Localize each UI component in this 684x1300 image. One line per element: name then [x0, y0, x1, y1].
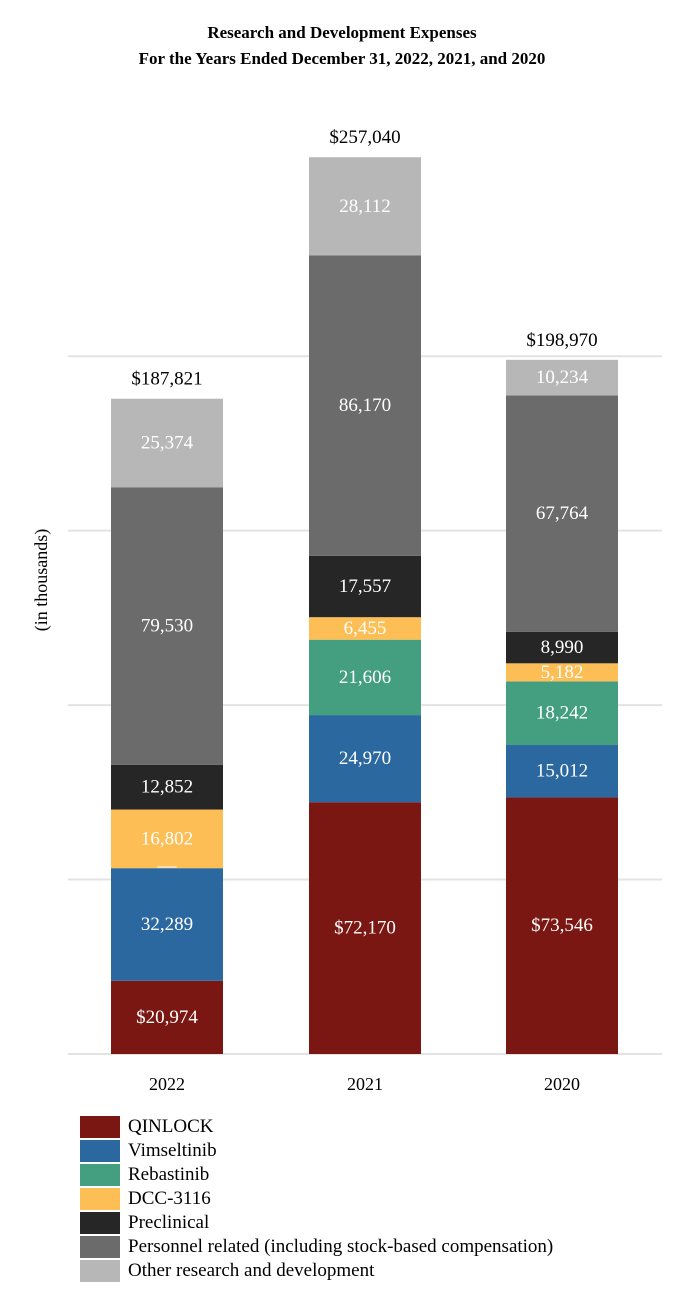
- legend-swatch: [80, 1236, 120, 1258]
- total-label: $187,821: [131, 369, 202, 390]
- legend-label: Personnel related (including stock-based…: [128, 1236, 554, 1257]
- data-label: $73,546: [531, 915, 593, 936]
- data-label: 24,970: [339, 748, 391, 769]
- chart-title: Research and Development Expenses: [207, 23, 477, 42]
- total-label: $198,970: [526, 330, 597, 351]
- data-labels: $20,974 32,289 — 16,802 12,852 79,530 25,374 $1…: [131, 127, 597, 1028]
- x-tick-label: 2022: [149, 1074, 185, 1094]
- bar-segment-2020-6: [506, 359, 618, 396]
- x-tick-label: 2021: [347, 1074, 383, 1094]
- bar-segment-2022-4: [111, 764, 223, 810]
- chart-subtitle: For the Years Ended December 31, 2022, 2…: [139, 49, 546, 68]
- data-label: 28,112: [339, 196, 391, 217]
- x-tick-label: 2020: [544, 1074, 580, 1094]
- bar-segment-2020-1: [506, 745, 618, 798]
- bar-segment-2020-2: [506, 681, 618, 746]
- bar-segment-2021-2: [309, 639, 421, 716]
- bar-segment-2022-3: [111, 809, 223, 869]
- legend-swatch: [80, 1188, 120, 1210]
- data-label: 5,182: [541, 662, 584, 683]
- legend-label: Vimseltinib: [128, 1140, 217, 1161]
- bar-segment-2021-5: [309, 255, 421, 556]
- bar-segment-2022-0: [111, 980, 223, 1054]
- data-label: 17,557: [339, 576, 391, 597]
- legend: QINLOCK Vimseltinib Rebastinib DCC-3116 Prec…: [80, 1115, 553, 1283]
- data-label: 15,012: [536, 761, 588, 782]
- legend-item: DCC-3116: [80, 1187, 553, 1211]
- legend-item: Vimseltinib: [80, 1139, 553, 1163]
- legend-item: Other research and development: [80, 1259, 553, 1283]
- y-axis-label: (in thousands): [31, 529, 52, 632]
- bar-segment-2020-5: [506, 395, 618, 632]
- legend-swatch: [80, 1140, 120, 1162]
- data-label: 79,530: [141, 615, 193, 636]
- data-label: 86,170: [339, 395, 391, 416]
- bar-segment-2022-5: [111, 487, 223, 765]
- data-label: 67,764: [536, 503, 589, 524]
- data-label: 25,374: [141, 432, 194, 453]
- total-label: $257,040: [329, 127, 400, 148]
- x-tick-labels: 2022 2021 2020: [149, 1074, 580, 1094]
- bar-segment-2022-6: [111, 398, 223, 488]
- legend-swatch: [80, 1260, 120, 1282]
- legend-item: Preclinical: [80, 1211, 553, 1235]
- legend-label: QINLOCK: [128, 1116, 214, 1137]
- legend-item: Personnel related (including stock-based…: [80, 1235, 553, 1259]
- data-label: 16,802: [141, 828, 193, 849]
- data-label: 8,990: [541, 637, 584, 658]
- legend-item: QINLOCK: [80, 1115, 553, 1139]
- bar-segment-2021-1: [309, 715, 421, 803]
- bar-segment-2020-4: [506, 631, 618, 664]
- bar-segment-2021-4: [309, 555, 421, 618]
- data-label: $20,974: [136, 1007, 198, 1028]
- data-label: 6,455: [344, 618, 387, 639]
- data-label: 32,289: [141, 914, 193, 935]
- data-label: —: [157, 856, 178, 877]
- bar-segment-2020-3: [506, 663, 618, 682]
- legend-label: Other research and development: [128, 1260, 375, 1281]
- legend-swatch: [80, 1116, 120, 1138]
- data-label: 12,852: [141, 777, 193, 798]
- bar-segment-2020-0: [506, 797, 618, 1054]
- legend-swatch: [80, 1164, 120, 1186]
- data-label: 21,606: [339, 667, 391, 688]
- data-label: $72,170: [334, 918, 396, 939]
- legend-label: Rebastinib: [128, 1164, 210, 1185]
- bar-segment-2022-1: [111, 868, 223, 981]
- data-label: 10,234: [536, 367, 589, 388]
- bars: [111, 157, 618, 1054]
- bar-segment-2021-0: [309, 802, 421, 1054]
- legend-swatch: [80, 1212, 120, 1234]
- legend-item: Rebastinib: [80, 1163, 553, 1187]
- bar-segment-2021-3: [309, 617, 421, 640]
- legend-label: Preclinical: [128, 1212, 210, 1233]
- legend-label: DCC-3116: [128, 1188, 211, 1209]
- bar-segment-2021-6: [309, 157, 421, 256]
- data-label: 18,242: [536, 703, 588, 724]
